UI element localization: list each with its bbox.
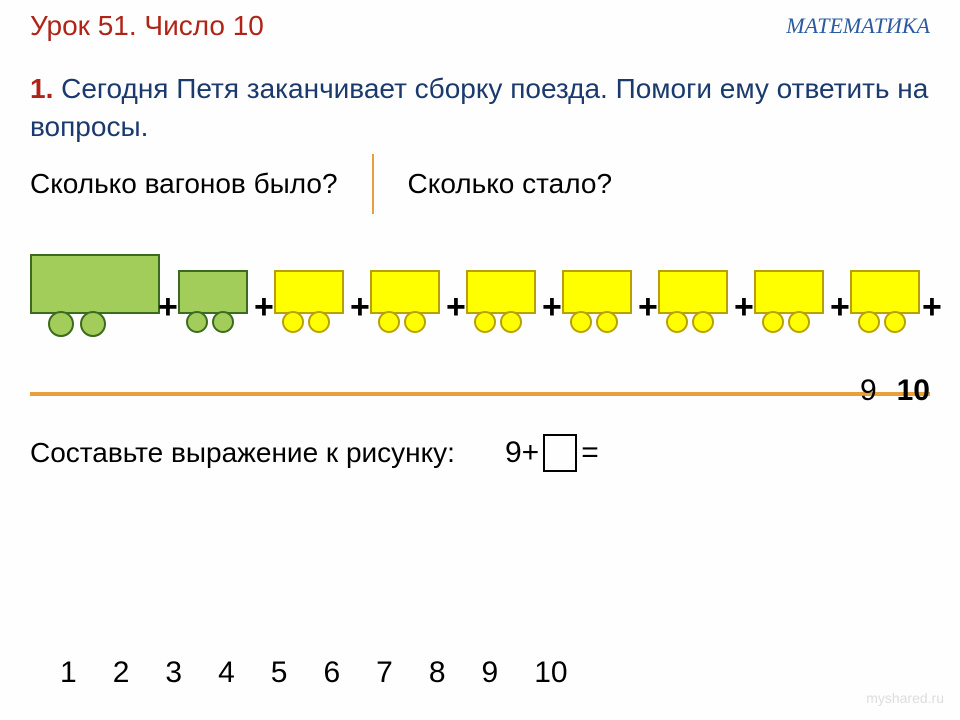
number-line-item: 3 — [165, 656, 182, 690]
task-text: 1. Сегодня Петя заканчивает сборку поезд… — [30, 70, 930, 146]
number-line-item: 2 — [113, 656, 130, 690]
coupler-icon: + — [734, 288, 754, 327]
train-diagram: +++++++++ — [30, 254, 930, 344]
coupler-icon: + — [254, 288, 274, 327]
train-car — [370, 270, 440, 333]
train-car — [658, 270, 728, 333]
expression: 9+ = — [505, 434, 599, 472]
expression-eq: = — [581, 436, 599, 470]
coupler-icon: + — [158, 288, 178, 327]
train-car — [178, 270, 248, 333]
count-before: 9 — [860, 374, 877, 408]
train-car — [466, 270, 536, 333]
train-count-labels: 9 10 — [860, 374, 930, 408]
expression-lhs: 9+ — [505, 436, 539, 470]
coupler-icon: + — [830, 288, 850, 327]
coupler-icon: + — [446, 288, 466, 327]
number-line: 1 2 3 4 5 6 7 8 9 10 — [60, 656, 568, 690]
number-line-item: 7 — [376, 656, 393, 690]
task-body: Сегодня Петя заканчивает сборку поезда. … — [30, 73, 928, 142]
coupler-icon: + — [922, 288, 942, 327]
number-line-item: 1 — [60, 656, 77, 690]
section-divider — [30, 392, 930, 396]
coupler-icon: + — [350, 288, 370, 327]
coupler-icon: + — [638, 288, 658, 327]
count-after: 10 — [897, 374, 930, 408]
number-line-item: 10 — [534, 656, 567, 690]
coupler-icon: + — [542, 288, 562, 327]
task-number: 1. — [30, 73, 53, 104]
vertical-divider — [372, 154, 374, 214]
locomotive — [30, 254, 160, 337]
train-car — [274, 270, 344, 333]
subject-label: МАТЕМАТИКА — [786, 13, 930, 39]
number-line-item: 4 — [218, 656, 235, 690]
question-after: Сколько стало? — [408, 168, 612, 200]
number-line-item: 9 — [482, 656, 499, 690]
number-line-item: 8 — [429, 656, 446, 690]
expression-blank[interactable] — [543, 434, 577, 472]
question-before: Сколько вагонов было? — [30, 168, 338, 200]
number-line-item: 6 — [323, 656, 340, 690]
expression-label: Составьте выражение к рисунку: — [30, 437, 455, 469]
lesson-title: Урок 51. Число 10 — [30, 10, 264, 42]
train-car — [754, 270, 824, 333]
number-line-item: 5 — [271, 656, 288, 690]
watermark: myshared.ru — [866, 690, 944, 706]
train-car — [850, 270, 920, 333]
train-car — [562, 270, 632, 333]
